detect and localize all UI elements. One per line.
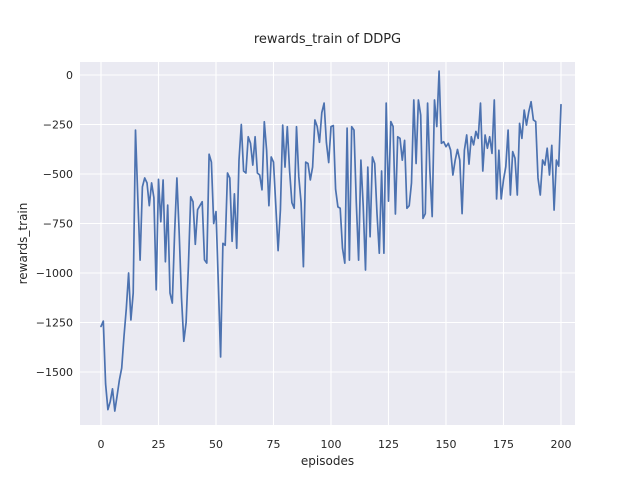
y-tick-label: −250	[43, 119, 73, 132]
y-tick-label: −750	[43, 218, 73, 231]
x-tick-label: 125	[378, 438, 399, 451]
series-line-rewards_train	[100, 70, 562, 412]
y-tick-label: 0	[66, 69, 73, 82]
chart-title: rewards_train of DDPG	[254, 32, 401, 47]
x-tick-label: 200	[550, 438, 571, 451]
y-tick-label: −1500	[36, 366, 73, 379]
y-axis-label: rewards_train	[16, 203, 30, 285]
x-tick-label: 50	[209, 438, 223, 451]
tick-labels: 0 25 50 75 100 125 150 175 200 0 −250 −500 −750 −1000…	[36, 69, 572, 451]
x-tick-label: 100	[320, 438, 341, 451]
series-layer	[100, 70, 562, 412]
x-tick-label: 75	[266, 438, 280, 451]
x-axis-label: episodes	[301, 454, 354, 468]
x-tick-label: 0	[97, 438, 104, 451]
x-tick-label: 175	[493, 438, 514, 451]
y-tick-label: −1000	[36, 267, 73, 280]
x-tick-label: 150	[435, 438, 456, 451]
y-tick-label: −1250	[36, 316, 73, 329]
x-tick-label: 25	[151, 438, 165, 451]
y-tick-label: −500	[43, 168, 73, 181]
